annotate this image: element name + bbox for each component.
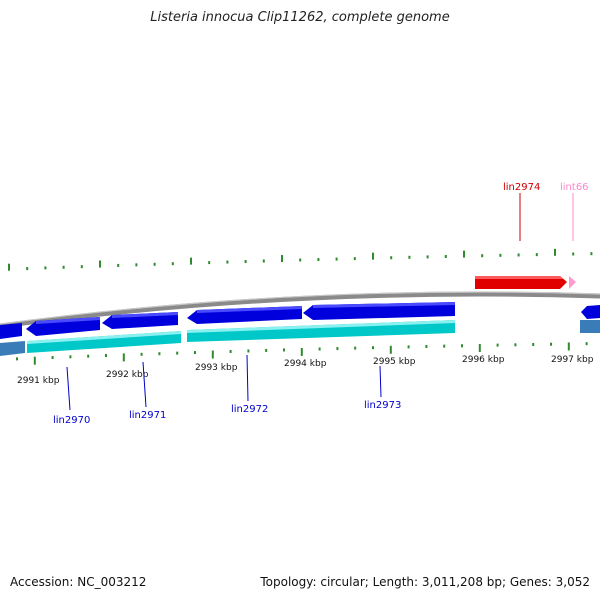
gene-right-edge[interactable] [581,305,600,319]
ruler-tick [194,351,196,355]
gc-tick [244,260,247,264]
ruler: 2991 kbp 2992 kbp 2993 kbp 2994 kbp 2995… [17,355,594,386]
gene-label-lin2970[interactable]: lin2970 [53,415,90,426]
genome-summary-text: Topology: circular; Length: 3,011,208 bp… [260,575,590,589]
tick-label: 2993 kbp [195,363,238,373]
gene-lin2971[interactable] [102,312,178,329]
gc-tick [8,263,10,271]
gc-tick [208,261,211,265]
gc-tick [262,259,265,263]
cds-track [0,320,600,356]
ruler-tick [585,342,588,346]
accession-text: Accession: NC_003212 [10,575,147,589]
gc-tick [444,254,447,258]
map-title: Listeria innocua Clip11262, complete gen… [150,10,450,25]
gene-lin2970[interactable] [26,317,100,336]
ruler-tick [407,345,410,349]
gc-tick [353,257,356,261]
ruler-tick [229,349,232,353]
gc-tick [26,267,29,271]
ruler-tick [532,343,535,347]
ruler-tick [283,348,285,352]
ruler-tick [354,346,357,350]
gc-tick [317,258,320,262]
ruler-tick [87,354,90,358]
ruler-tick [140,352,143,356]
ruler-tick [122,353,125,362]
gene-label-lin2974[interactable]: lin2974 [503,182,540,193]
ruler-tick [567,342,570,351]
gc-tick [99,260,101,268]
ruler-tick [372,346,374,350]
gc-tick [80,265,83,269]
ruler-tick [51,355,54,359]
ruler-tick [496,343,499,347]
gc-tick [408,255,411,259]
ruler-tick [176,351,179,355]
gene-label-lin2973[interactable]: lin2973 [364,400,401,411]
gc-tick [135,263,138,267]
gc-tick [62,265,65,269]
gc-track-upper [8,248,593,271]
ruler-tick [443,344,446,348]
gc-tick [44,266,47,270]
gc-tick [372,252,374,260]
ruler-tick [158,352,161,356]
ruler-tick [69,355,72,359]
gc-tick [554,248,556,256]
ruler-tick [425,345,428,349]
tick-label: 2991 kbp [17,376,60,386]
gc-tick [171,262,174,266]
gc-tick [517,253,520,257]
ruler-tick [514,343,517,347]
ruler-tick [247,349,250,353]
tick-label: 2992 kbp [106,370,149,380]
ruler-tick [461,344,463,348]
gene-label-lin2971[interactable]: lin2971 [129,410,166,421]
ruler-tick [389,345,392,354]
gene-lin2974[interactable] [475,276,567,289]
gc-tick [281,255,283,263]
gc-tick [463,250,465,258]
ruler-tick [550,342,552,346]
ruler-tick [33,356,36,365]
tick-label: 2997 kbp [551,355,594,365]
ruler-tick [16,357,18,361]
gc-tick [299,258,302,262]
ruler-tick [105,354,107,358]
gc-tick [590,252,593,256]
gc-tick [117,263,120,267]
gc-tick [426,255,429,259]
tick-label: 2996 kbp [462,355,505,365]
gene-label-lint66[interactable]: lint66 [560,182,589,193]
ruler-tick [300,347,303,356]
ruler-tick [336,347,339,351]
ruler-tick [478,343,481,352]
ruler-tick [211,350,214,359]
gc-tick [390,256,393,260]
gc-tick [572,252,575,256]
genome-backbone-highlight [0,291,600,325]
gene-lin2972[interactable] [187,306,302,324]
gc-tick [535,253,538,257]
gc-tick [190,257,192,265]
ruler-tick [318,347,321,351]
gene-lint66[interactable] [569,276,576,289]
tick-label: 2994 kbp [284,359,327,369]
gene-lin2970-segment-a[interactable] [0,323,22,339]
genome-backbone [0,291,600,329]
gc-track-lower [16,342,588,365]
gc-tick [226,260,229,264]
gene-lin2973[interactable] [303,302,455,320]
gc-tick [481,254,484,258]
gc-tick [499,253,502,257]
tick-label: 2995 kbp [373,357,416,367]
gc-tick [335,257,338,261]
gc-tick [153,262,156,266]
ruler-tick [265,348,268,352]
gene-label-lin2972[interactable]: lin2972 [231,404,268,415]
gene-leaders [66,193,574,411]
